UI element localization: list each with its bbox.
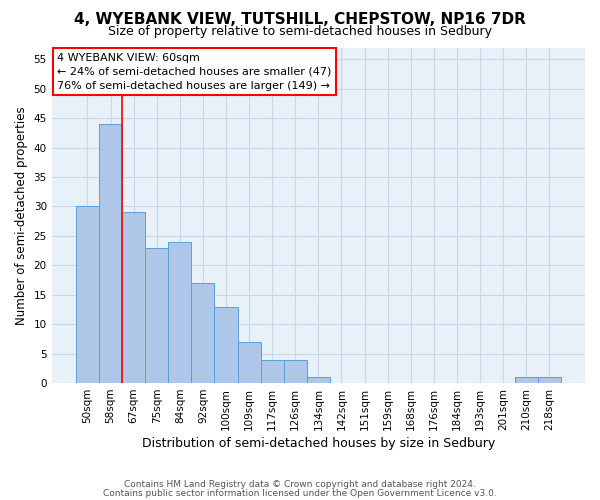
Bar: [76, 206, 99, 383]
Bar: [260, 360, 284, 383]
Bar: [122, 212, 145, 383]
Text: 4 WYEBANK VIEW: 60sqm
← 24% of semi-detached houses are smaller (47)
76% of semi: 4 WYEBANK VIEW: 60sqm ← 24% of semi-deta…: [57, 52, 331, 90]
Bar: [238, 342, 260, 383]
Bar: [191, 283, 214, 383]
Bar: [307, 377, 330, 383]
X-axis label: Distribution of semi-detached houses by size in Sedbury: Distribution of semi-detached houses by …: [142, 437, 495, 450]
Text: Size of property relative to semi-detached houses in Sedbury: Size of property relative to semi-detach…: [108, 25, 492, 38]
Text: Contains public sector information licensed under the Open Government Licence v3: Contains public sector information licen…: [103, 489, 497, 498]
Text: Contains HM Land Registry data © Crown copyright and database right 2024.: Contains HM Land Registry data © Crown c…: [124, 480, 476, 489]
Bar: [284, 360, 307, 383]
Bar: [168, 242, 191, 383]
Bar: [515, 377, 538, 383]
Bar: [538, 377, 561, 383]
Y-axis label: Number of semi-detached properties: Number of semi-detached properties: [15, 106, 28, 324]
Bar: [145, 248, 168, 383]
Text: 4, WYEBANK VIEW, TUTSHILL, CHEPSTOW, NP16 7DR: 4, WYEBANK VIEW, TUTSHILL, CHEPSTOW, NP1…: [74, 12, 526, 28]
Bar: [99, 124, 122, 383]
Bar: [214, 306, 238, 383]
